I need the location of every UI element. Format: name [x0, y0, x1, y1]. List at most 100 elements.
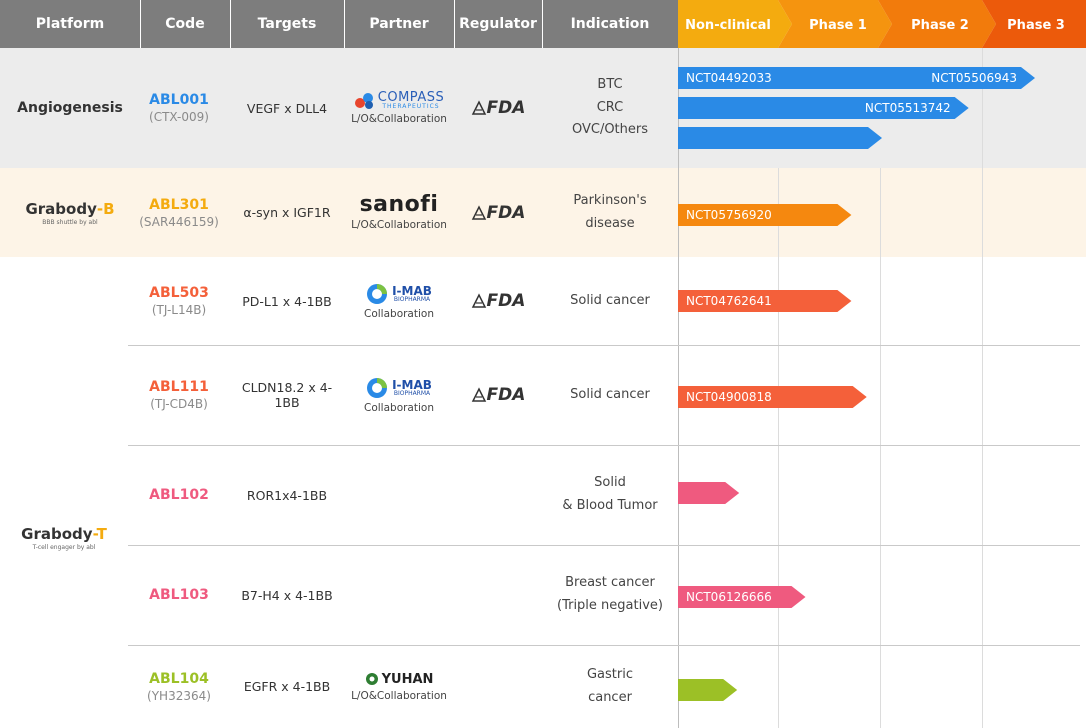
target-abl301: α-syn x IGF1R	[230, 168, 344, 257]
header-divider	[542, 0, 543, 48]
code-abl104: ABL104 (YH32364)	[128, 645, 230, 728]
grabody-b-logo-suffix: -B	[96, 199, 115, 218]
indication-abl001: BTC CRC OVC/Others	[542, 48, 678, 168]
target-abl102: ROR1x4-1BB	[230, 445, 344, 545]
phase-label-phase3: Phase 3	[1007, 18, 1065, 33]
yuhan-logo: YUHAN	[365, 671, 434, 687]
trial-id-label: NCT04900818	[686, 390, 772, 404]
indication-line: Breast cancer	[565, 575, 655, 591]
header-code-label: Code	[165, 16, 205, 32]
row-bg-grabody-b	[0, 168, 1086, 257]
indication-abl503: Solid cancer	[542, 257, 678, 345]
partner-caption: L/O&Collaboration	[351, 113, 447, 125]
imab-mark-icon	[367, 377, 388, 398]
code-sub: (SAR446159)	[139, 214, 219, 229]
partner-caption: Collaboration	[364, 401, 434, 414]
code-abl301: ABL301 (SAR446159)	[128, 168, 230, 257]
phase-label-phase2: Phase 2	[911, 18, 969, 33]
indication-line: Solid	[594, 475, 626, 491]
progress-bar	[678, 290, 852, 312]
partner-yuhan: YUHAN L/O&Collaboration	[344, 645, 454, 728]
yuhan-mark-icon	[365, 673, 378, 685]
code-main: ABL301	[149, 196, 209, 213]
indication-line: OVC/Others	[571, 122, 649, 138]
compass-logo-sub: THERAPEUTICS	[382, 103, 440, 110]
code-sub: (YH32364)	[147, 688, 211, 703]
target-text: α-syn x IGF1R	[243, 205, 331, 220]
regulator-fda: FDA	[454, 257, 542, 345]
fda-text: FDA	[486, 291, 526, 311]
header-regulator: Regulator	[454, 0, 542, 48]
phase-chevron-phase2	[878, 0, 996, 48]
indication-abl102: Solid & Blood Tumor	[542, 445, 678, 545]
code-main: ABL001	[149, 92, 209, 108]
platform-grabody-t: Grabody-T T-cell engager by abl	[0, 257, 128, 728]
fda-logo-icon: FDA	[471, 291, 526, 311]
phase-chevron-phase1	[778, 0, 892, 48]
fda-logo-icon: FDA	[471, 98, 525, 118]
phase-label-nonclinical: Non-clinical	[685, 18, 771, 33]
target-text: EGFR x 4-1BB	[243, 679, 331, 694]
trial-id-label: NCT06126666	[686, 590, 772, 604]
progress-bar	[678, 679, 738, 701]
header-regulator-label: Regulator	[459, 16, 537, 32]
header-indication: Indication	[542, 0, 678, 48]
indication-line: disease	[585, 215, 635, 231]
phase-gridline	[880, 168, 881, 728]
indication-abl111: Solid cancer	[542, 345, 678, 445]
code-sub: (TJ-L14B)	[151, 303, 207, 317]
indication-line: Solid cancer	[570, 292, 650, 308]
code-main: ABL111	[149, 379, 209, 395]
target-text: VEGF x DLL4	[246, 100, 328, 116]
phase-gridline	[982, 48, 983, 728]
platform-angiogenesis: Angiogenesis	[0, 48, 140, 168]
compass-logo-text: COMPASS	[377, 90, 445, 105]
yuhan-logo-text: YUHAN	[381, 671, 434, 687]
imab-logo-text: I-MAB	[392, 283, 432, 298]
progress-bar	[678, 67, 1035, 89]
imab-logo-sub: BIOPHARMA	[393, 295, 431, 303]
target-text: CLDN18.2 x 4-1BB	[241, 380, 333, 410]
indication-line: Solid cancer	[570, 386, 650, 402]
grabody-t-logo-main: Grabody	[21, 524, 93, 543]
regulator-fda: FDA	[454, 48, 542, 168]
platform-grabody-b: Grabody-B BBB shuttle by abl	[0, 168, 140, 257]
imab-mark-icon	[367, 283, 388, 304]
partner-caption: L/O&Collaboration	[351, 689, 447, 702]
grabody-b-logo-sub: BBB shuttle by abl	[42, 218, 98, 226]
platform-angiogenesis-label: Angiogenesis	[17, 100, 123, 116]
code-abl001: ABL001 (CTX-009)	[128, 48, 230, 168]
progress-bar	[678, 97, 969, 119]
header-divider	[454, 0, 455, 48]
target-abl103: B7-H4 x 4-1BB	[230, 545, 344, 645]
partner-caption: L/O&Collaboration	[351, 219, 447, 231]
phase-label-phase1: Phase 1	[809, 18, 867, 33]
fda-logo-icon: FDA	[471, 203, 525, 223]
header-divider	[344, 0, 345, 48]
target-text: B7-H4 x 4-1BB	[241, 587, 333, 603]
trial-id-label: NCT04762641	[686, 294, 772, 308]
compass-logo: COMPASS THERAPEUTICS	[354, 91, 444, 110]
indication-abl103: Breast cancer (Triple negative)	[542, 545, 678, 645]
phase-gridline	[778, 168, 779, 728]
code-main: ABL104	[149, 670, 209, 687]
regulator-fda: FDA	[454, 168, 542, 257]
compass-mark-icon	[354, 92, 373, 109]
header-platform-label: Platform	[35, 16, 105, 32]
row-separator	[128, 545, 1080, 546]
code-abl103: ABL103	[128, 545, 230, 645]
target-abl001: VEGF x DLL4	[230, 48, 344, 168]
header-partner: Partner	[344, 0, 454, 48]
grabody-t-logo-suffix: -T	[92, 524, 107, 543]
imab-logo-sub: BIOPHARMA	[393, 389, 431, 397]
indication-line: (Triple negative)	[557, 598, 663, 613]
progress-bar	[678, 127, 882, 149]
grabody-t-logo: Grabody-T	[21, 525, 107, 543]
row-separator	[128, 645, 1080, 646]
progress-bar	[678, 482, 740, 504]
trial-id-label: NCT04492033	[686, 71, 772, 85]
progress-bar	[678, 204, 852, 226]
code-sub: (CTX-009)	[149, 110, 209, 124]
